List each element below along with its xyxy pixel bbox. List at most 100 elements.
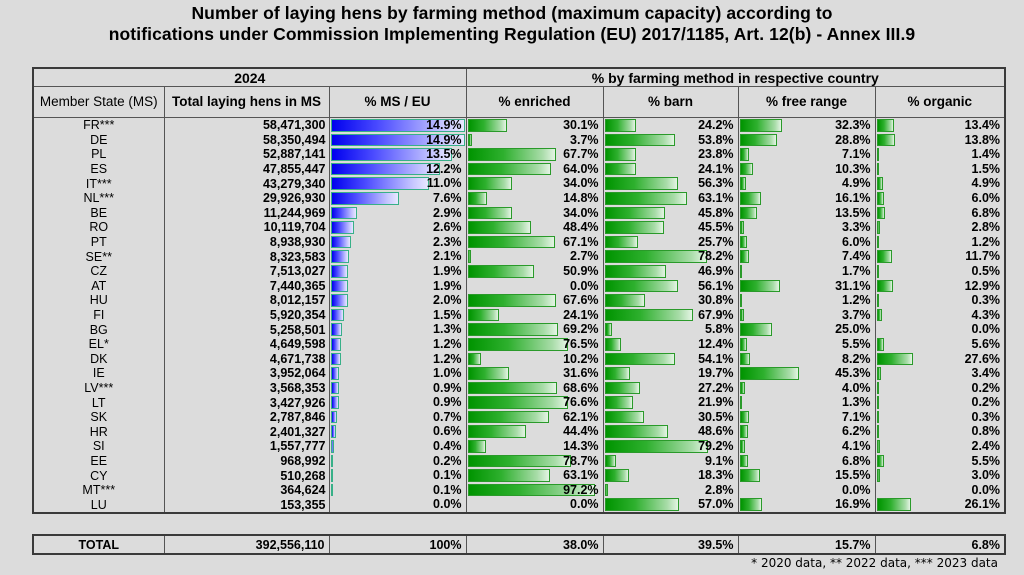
pct-ms_eu-cell: 14.9% [328,117,467,133]
enriched-value: 0.0% [570,278,599,293]
barn-bar [604,454,617,468]
pct-ms_eu-cell: 1.0% [328,366,467,381]
total-hens-cell: 7,513,027 [163,263,330,279]
pct-ms_eu-value: 11.0% [426,176,462,191]
enriched-cell: 34.0% [465,205,604,221]
organic-bar-wrap: 0.3% [876,293,1005,308]
free-range-bar [739,410,749,424]
enriched-bar [467,206,513,220]
organic-bar-wrap: 0.8% [876,424,1005,439]
enriched-value: 63.1% [563,468,599,483]
free-range-value: 3.3% [842,220,871,235]
total-pct: 100% [328,534,467,555]
enriched-bar [467,264,535,278]
free-range-bar [739,119,782,132]
enriched-bar [467,133,473,147]
enriched-bar-wrap: 44.4% [467,424,603,439]
organic-bar [876,396,879,409]
barn-bar [604,381,641,395]
barn-value: 46.9% [698,263,734,278]
pct-ms_eu-bar [330,323,343,336]
barn-cell: 67.9% [602,307,739,323]
enriched-value: 68.6% [563,380,599,395]
free-range-bar [739,294,742,307]
free-range-value: 8.2% [842,351,871,366]
organic-cell: 1.4% [874,147,1006,162]
pct-ms_eu-value: 0.6% [433,424,462,439]
barn-cell: 53.8% [602,132,739,148]
enriched-bar [467,440,487,453]
organic-cell: 0.0% [874,482,1006,498]
free-range-bar [739,250,750,263]
barn-bar [604,396,634,409]
free-range-value: 4.0% [842,380,871,395]
organic-value: 6.0% [971,190,1001,205]
free-range-bar-wrap: 3.3% [739,220,875,235]
enriched-cell: 0.0% [465,497,604,514]
pct-ms_eu-cell: 2.3% [328,234,467,250]
barn-value: 9.1% [705,453,734,468]
pct-ms_eu-cell: 0.7% [328,409,467,425]
barn-cell: 63.1% [602,190,739,206]
barn-cell: 48.6% [602,424,739,440]
organic-bar-wrap: 3.0% [876,468,1005,483]
organic-bar [876,162,879,176]
free-range-value: 1.7% [842,263,871,278]
organic-bar [876,425,879,439]
total-row-table: TOTAL 392,556,110 100% 38.0% 39.5% 15.7%… [32,534,1006,555]
pct-ms_eu-cell: 0.2% [328,453,467,469]
free-range-bar-wrap: 25.0% [739,322,875,337]
free-range-bar-wrap: 31.1% [739,279,875,294]
free-range-value: 13.5% [835,205,871,220]
pct-ms_eu-bar-wrap: 0.9% [330,395,466,410]
enriched-bar-wrap: 67.6% [467,293,603,308]
barn-bar [604,133,675,147]
free-range-value: 6.0% [842,234,871,249]
pct-ms_eu-value: 14.9% [426,118,462,132]
table-row: PL 52,887,141 13.5% 67.7% 23.8% 7.1% 1.4% [32,147,1006,162]
pct-ms_eu-value: 2.3% [433,234,462,249]
free-range-bar [739,396,742,409]
enriched-value: 50.9% [563,263,599,278]
free-range-value: 31.1% [835,278,871,293]
organic-bar [876,206,886,220]
total-hens: 392,556,110 [163,534,330,555]
enriched-value: 24.1% [563,307,599,322]
enriched-cell: 44.4% [465,424,604,440]
organic-bar [876,294,879,307]
total-organic: 6.8% [874,534,1006,555]
pct-ms_eu-cell: 2.0% [328,293,467,308]
organic-bar [876,469,881,482]
free-range-bar-wrap: 3.7% [739,308,875,323]
pct-ms_eu-value: 1.5% [433,307,462,322]
barn-bar [604,191,688,205]
enriched-cell: 97.2% [465,482,604,498]
pct-ms_eu-cell: 0.4% [328,439,467,454]
total-hens-cell: 43,279,340 [163,176,330,191]
enriched-value: 34.0% [563,205,599,220]
enriched-bar-wrap: 67.1% [467,235,603,250]
pct-ms_eu-bar-wrap: 7.6% [330,191,466,206]
free-range-bar-wrap: 5.5% [739,337,875,352]
pct-ms_eu-cell: 1.2% [328,336,467,352]
pct-ms_eu-cell: 2.1% [328,249,467,264]
free-range-bar-wrap: 7.1% [739,410,875,425]
organic-cell: 3.0% [874,468,1006,483]
table-row: IE 3,952,064 1.0% 31.6% 19.7% 45.3% 3.4% [32,366,1006,381]
barn-value: 19.7% [698,366,734,381]
free-range-bar-wrap: 32.3% [739,118,875,133]
total-free-range: 15.7% [737,534,876,555]
barn-bar [604,410,645,424]
table-row: FI 5,920,354 1.5% 24.1% 67.9% 3.7% 4.3% [32,307,1006,323]
table-row: SK 2,787,846 0.7% 62.1% 30.5% 7.1% 0.3% [32,409,1006,425]
pct-ms_eu-bar [330,221,354,234]
barn-bar [604,235,639,249]
barn-cell: 18.3% [602,468,739,483]
free-range-bar-wrap: 13.5% [739,206,875,221]
organic-value: 1.4% [971,147,1001,162]
barn-value: 56.1% [698,278,734,293]
enriched-bar-wrap: 50.9% [467,264,603,279]
barn-value: 48.6% [698,424,734,439]
pct-ms_eu-cell: 0.1% [328,482,467,498]
barn-bar-wrap: 79.2% [604,439,738,454]
